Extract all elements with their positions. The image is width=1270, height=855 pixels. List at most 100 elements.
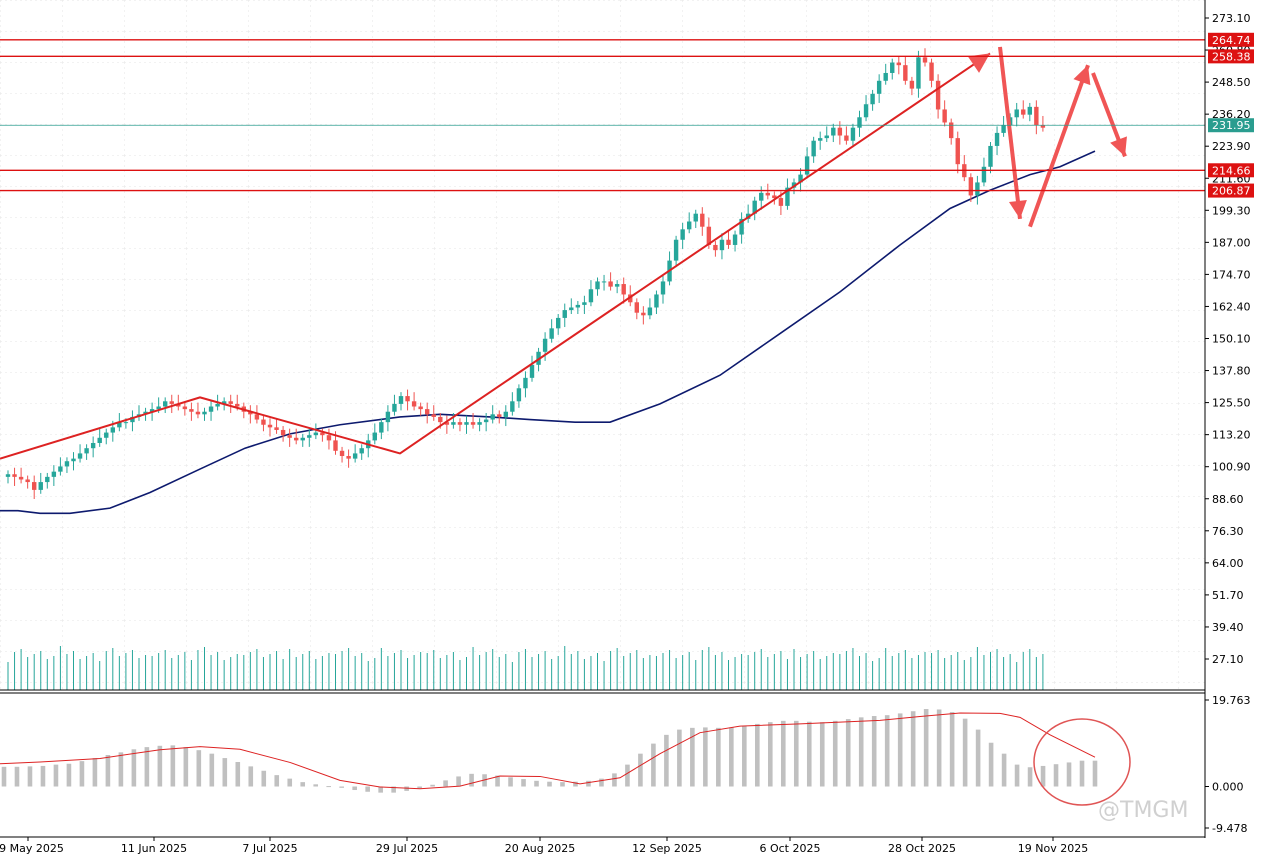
price-tick-label: 162.40 — [1212, 300, 1251, 313]
candle-body — [844, 135, 849, 141]
osc-histogram-bar — [183, 747, 189, 787]
candle-body — [405, 396, 410, 402]
osc-histogram-bar — [170, 745, 176, 787]
candle-body — [64, 461, 70, 467]
osc-histogram-bar — [819, 722, 825, 787]
candle-body — [700, 213, 705, 227]
candle-body — [896, 62, 901, 66]
time-tick-label: 11 Jun 2025 — [121, 842, 187, 855]
candle-body — [654, 294, 659, 308]
osc-histogram-bar — [521, 779, 526, 787]
candles — [5, 48, 1046, 500]
osc-histogram-bar — [144, 747, 150, 787]
osc-histogram-bar — [1027, 767, 1033, 787]
candle-body — [149, 409, 155, 412]
candle-body — [90, 442, 96, 449]
candle-body — [870, 93, 875, 105]
candle-body — [850, 127, 856, 141]
osc-histogram-bar — [248, 766, 254, 787]
candle-body — [208, 406, 214, 412]
candle-body — [883, 72, 888, 81]
oscillator-axis: 19.763 0.000 -9.478 — [1205, 694, 1251, 835]
osc-histogram-bar — [586, 780, 591, 787]
candle-body — [123, 422, 129, 424]
osc-histogram-bar — [599, 778, 604, 787]
candle-body — [542, 338, 548, 352]
price-tick-label: 64.00 — [1212, 557, 1244, 570]
candle-body — [418, 406, 423, 410]
price-tick-label: 273.10 — [1212, 12, 1251, 25]
candle-body — [176, 403, 181, 407]
candle-body — [130, 416, 135, 423]
candle-body — [379, 422, 384, 433]
osc-histogram-bar — [287, 778, 293, 787]
candle-body — [313, 432, 319, 436]
osc-histogram-bar — [949, 712, 955, 787]
candle-body — [163, 401, 168, 407]
trendline — [1028, 64, 1090, 228]
osc-histogram-bar — [1001, 753, 1007, 787]
candle-body — [595, 281, 600, 290]
candle-body — [1001, 125, 1006, 133]
price-tick-label: 236.20 — [1212, 108, 1251, 121]
candle-body — [300, 437, 305, 441]
candle-body — [935, 80, 941, 110]
level-tag-box — [1208, 49, 1254, 64]
osc-histogram-bar — [508, 777, 513, 787]
candle-body — [687, 221, 692, 230]
candle-body — [569, 307, 574, 311]
osc-histogram-bar — [313, 784, 319, 787]
candle-body — [876, 80, 882, 94]
candle-body — [490, 414, 495, 420]
candle-body — [470, 422, 476, 425]
osc-histogram-bar — [1040, 765, 1046, 787]
time-tick-label: 7 Jul 2025 — [242, 842, 297, 855]
price-tick-label: 137.80 — [1212, 365, 1251, 378]
candle-body — [680, 229, 685, 240]
osc-histogram-bar — [651, 743, 656, 787]
osc-histogram-bar — [547, 781, 552, 787]
candle-body — [759, 192, 764, 201]
osc-histogram-bar — [456, 776, 461, 787]
osc-histogram-bar — [157, 745, 163, 787]
candle-body — [981, 166, 987, 183]
oscillator-pane — [1, 709, 1098, 793]
candle-body — [202, 411, 207, 415]
price-tick-label: 125.50 — [1212, 397, 1251, 410]
price-axis: 273.10260.80248.50236.20223.90211.60199.… — [1205, 12, 1251, 666]
osc-histogram-bar — [729, 727, 734, 787]
candle-body — [778, 198, 784, 206]
candle-body — [922, 57, 928, 63]
time-tick-label: 29 Jul 2025 — [376, 842, 438, 855]
candle-body — [32, 482, 37, 490]
osc-histogram-bar — [222, 758, 228, 787]
price-tick-label: 51.70 — [1212, 589, 1244, 602]
time-tick-label: 12 Sep 2025 — [632, 842, 702, 855]
candle-body — [628, 294, 633, 303]
level-tag-label: 206.87 — [1212, 185, 1251, 198]
osc-histogram-bar — [352, 786, 357, 791]
osc-histogram-bar — [845, 719, 851, 787]
osc-histogram-bar — [664, 734, 669, 787]
candle-body — [189, 409, 194, 412]
candle-body — [955, 138, 960, 165]
osc-histogram-bar — [209, 753, 215, 787]
candle-body — [104, 432, 109, 438]
level-lines — [0, 39, 1205, 192]
candle-body — [169, 401, 174, 404]
candle-body — [267, 424, 273, 428]
osc-histogram-bar — [677, 729, 682, 787]
osc-histogram-bar — [871, 716, 877, 787]
trendline — [0, 52, 991, 460]
candle-body — [438, 416, 443, 423]
candle-body — [673, 239, 679, 261]
osc-histogram-bar — [1079, 760, 1085, 787]
candle-body — [25, 479, 30, 483]
candle-body — [523, 377, 528, 389]
candle-body — [38, 482, 43, 490]
volume-bars — [7, 646, 1044, 690]
osc-histogram-bar — [495, 775, 500, 787]
candle-body — [949, 122, 954, 139]
trend-arrowhead-main — [967, 53, 990, 73]
